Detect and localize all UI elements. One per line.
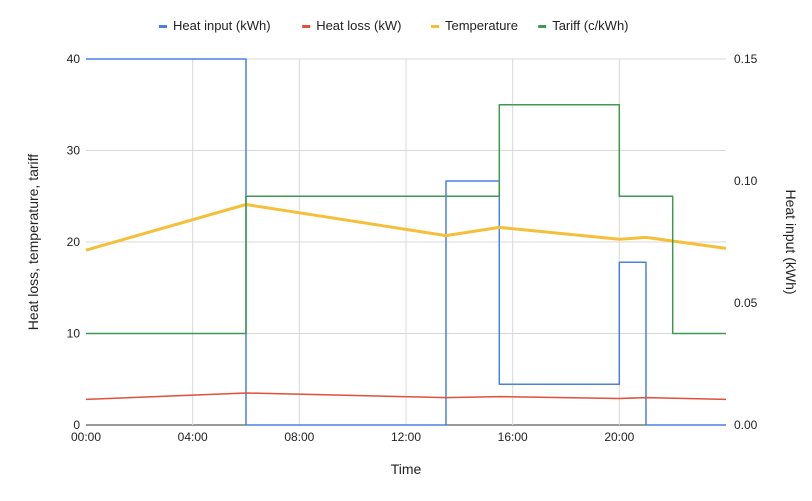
legend: Heat input (kWh) Heat loss (kW) Temperatur…: [159, 18, 629, 33]
y-left-tick-label: 10: [67, 327, 81, 341]
series-line-2: [85, 392, 727, 401]
gridlines: [86, 58, 726, 426]
y-left-tick-label: 30: [67, 144, 81, 158]
legend-swatch: [431, 25, 439, 28]
legend-swatch: [159, 25, 167, 28]
x-tick-label: 16:00: [498, 430, 528, 444]
x-tick-label: 00:00: [71, 430, 101, 444]
legend-label: Temperature: [445, 18, 518, 33]
legend-swatch: [538, 25, 547, 28]
plot-area: [85, 58, 727, 426]
legend-swatch: [302, 25, 311, 28]
x-tick-label: 12:00: [391, 430, 421, 444]
y-left-tick-label: 0: [73, 418, 80, 432]
axes: 0 10 20 30 40 0.00 0.05 0.10 0.15 00:00 04:00 08:00…: [67, 52, 758, 444]
legend-label: Heat loss (kW): [316, 18, 401, 33]
x-tick-label: 04:00: [178, 430, 208, 444]
legend-label: Heat input (kWh): [173, 18, 271, 33]
x-axis-label: Time: [391, 461, 422, 477]
series-line-4: [86, 104, 726, 335]
y-left-tick-label: 40: [67, 52, 81, 66]
y-left-tick-label: 20: [67, 235, 81, 249]
y-axis-right-label: Heat input (kWh): [783, 189, 799, 294]
y-right-tick-label: 0.00: [734, 418, 758, 432]
x-tick-label: 20:00: [604, 430, 634, 444]
y-right-tick-label: 0.05: [734, 296, 758, 310]
y-axis-left-label: Heat loss, temperature, tariff: [25, 154, 41, 330]
legend-label: Tariff (c/kWh): [552, 18, 628, 33]
x-tick-label: 08:00: [284, 430, 314, 444]
y-right-tick-label: 0.15: [734, 52, 758, 66]
y-right-tick-label: 0.10: [734, 174, 758, 188]
series-line-1: [86, 58, 726, 426]
